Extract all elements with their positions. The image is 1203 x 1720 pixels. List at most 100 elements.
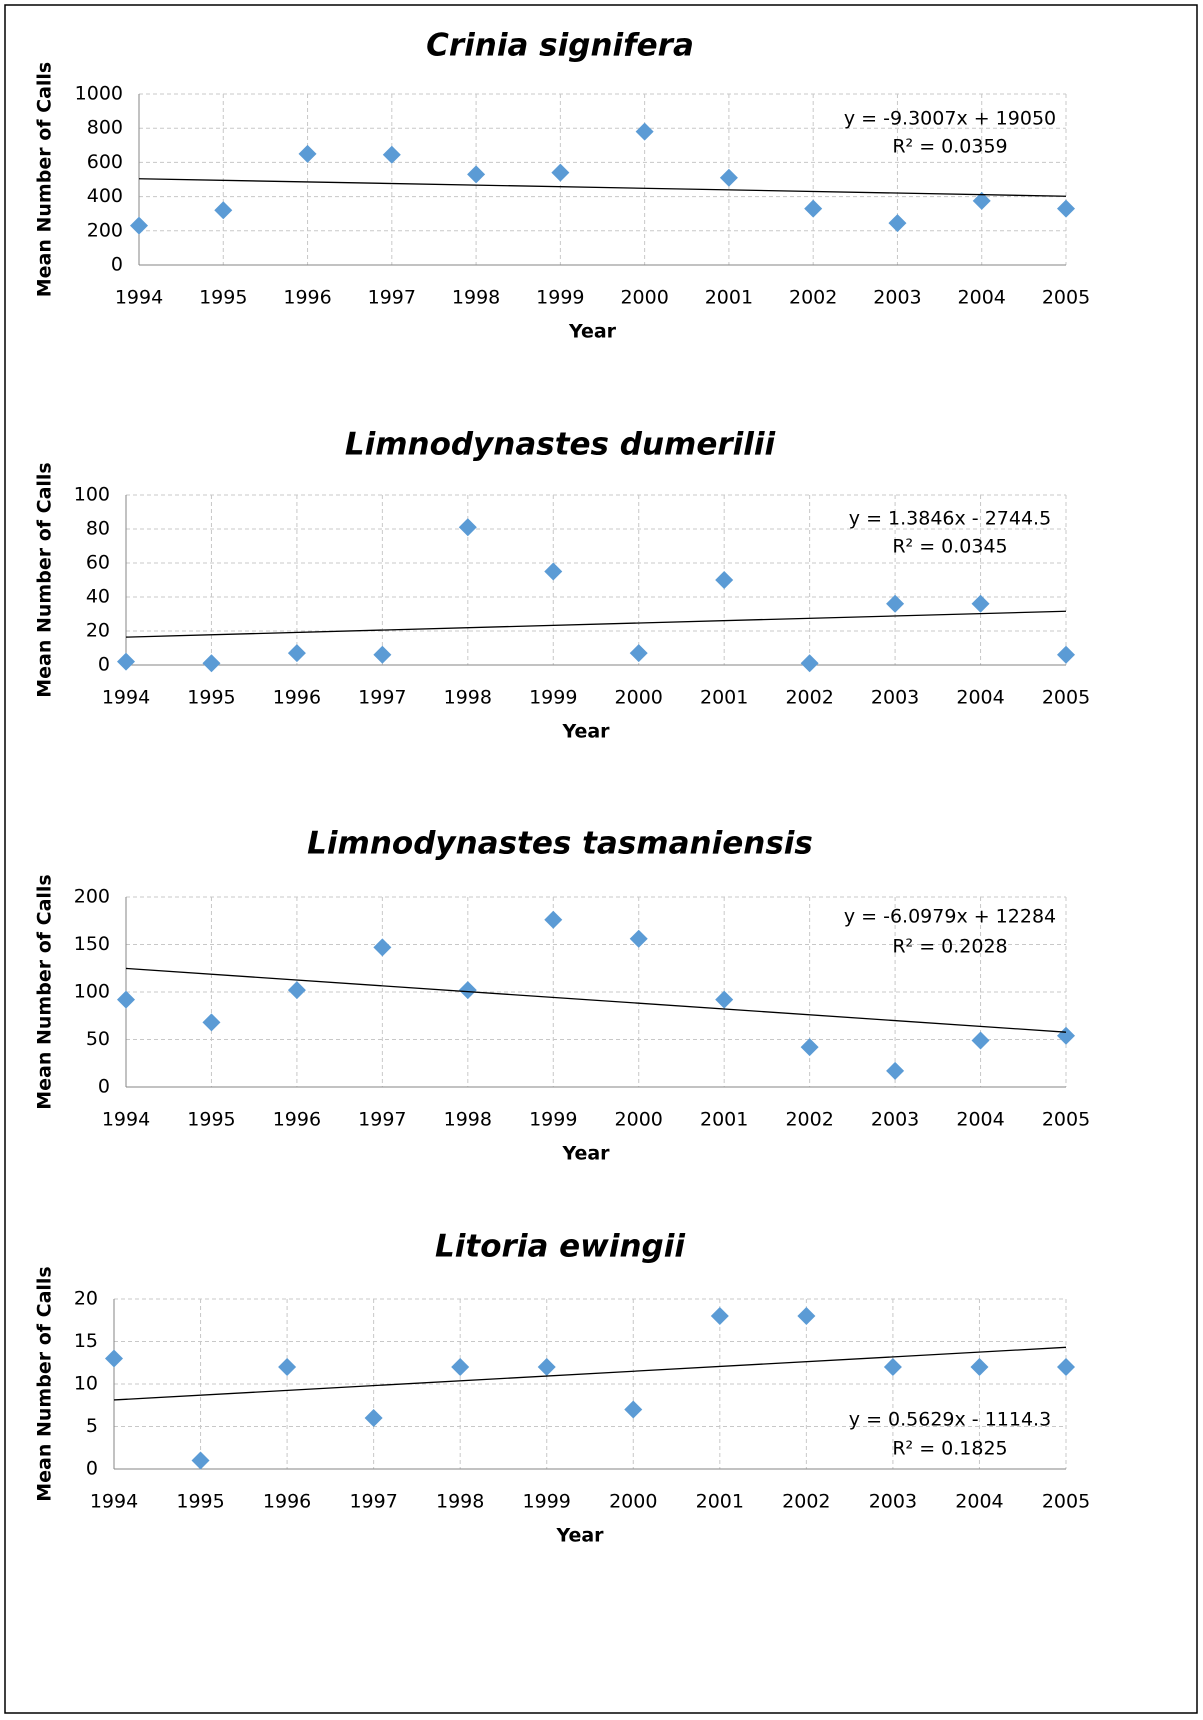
x-tick-label: 2002 bbox=[782, 1491, 830, 1513]
marker bbox=[797, 1307, 816, 1325]
x-tick-label: 1995 bbox=[176, 1491, 224, 1513]
x-tick-label: 2001 bbox=[696, 1491, 744, 1513]
marker bbox=[624, 1400, 643, 1419]
x-tick-label: 1995 bbox=[199, 287, 247, 309]
trendline-equation: y = -9.3007x + 19050 bbox=[844, 108, 1056, 130]
y-tick-label: 600 bbox=[87, 151, 123, 173]
x-tick-label: 1997 bbox=[349, 1491, 397, 1513]
marker bbox=[888, 214, 907, 233]
marker bbox=[800, 1038, 819, 1057]
y-tick-label: 0 bbox=[86, 1458, 98, 1480]
y-tick-label: 80 bbox=[86, 518, 110, 540]
marker bbox=[458, 981, 477, 1000]
trendline-r2: R² = 0.1825 bbox=[892, 1438, 1007, 1460]
y-tick-label: 20 bbox=[74, 1288, 98, 1310]
marker bbox=[971, 1031, 990, 1050]
x-tick-label: 1998 bbox=[444, 687, 492, 709]
marker bbox=[202, 1013, 221, 1032]
x-tick-label: 1994 bbox=[102, 687, 150, 709]
y-tick-label: 40 bbox=[86, 586, 110, 608]
marker bbox=[1057, 1026, 1075, 1045]
marker bbox=[117, 652, 135, 671]
x-tick-label: 2004 bbox=[956, 1109, 1004, 1131]
marker bbox=[629, 929, 648, 948]
y-tick-label: 1000 bbox=[75, 83, 123, 105]
x-axis-title: Year bbox=[561, 1143, 610, 1165]
marker bbox=[287, 644, 306, 663]
y-tick-label: 0 bbox=[98, 654, 110, 676]
x-tick-label: 2003 bbox=[873, 287, 921, 309]
x-tick-label: 1998 bbox=[444, 1109, 492, 1131]
marker bbox=[551, 163, 570, 182]
marker bbox=[1057, 199, 1075, 218]
x-tick-label: 1999 bbox=[523, 1491, 571, 1513]
marker bbox=[298, 144, 317, 163]
x-tick-label: 2004 bbox=[958, 287, 1006, 309]
x-tick-label: 2003 bbox=[871, 1109, 919, 1131]
x-tick-label: 1995 bbox=[187, 1109, 235, 1131]
y-tick-label: 100 bbox=[74, 981, 110, 1003]
x-tick-label: 2002 bbox=[785, 687, 833, 709]
x-tick-label: 2005 bbox=[1042, 1491, 1090, 1513]
x-tick-label: 1995 bbox=[187, 687, 235, 709]
x-axis-title: Year bbox=[555, 1525, 604, 1547]
x-tick-label: 2005 bbox=[1042, 287, 1090, 309]
chart-title: Crinia signifera bbox=[426, 28, 694, 64]
y-tick-label: 10 bbox=[74, 1373, 98, 1395]
x-tick-label: 1994 bbox=[90, 1491, 138, 1513]
y-tick-label: 800 bbox=[87, 117, 123, 139]
marker bbox=[105, 1349, 123, 1368]
chart-title: Limnodynastes tasmaniensis bbox=[307, 826, 813, 862]
marker bbox=[1057, 1358, 1075, 1376]
y-axis-title: Mean Number of Calls bbox=[34, 1266, 56, 1502]
x-tick-label: 2005 bbox=[1042, 687, 1090, 709]
x-tick-label: 2001 bbox=[700, 687, 748, 709]
marker bbox=[970, 1358, 989, 1376]
marker bbox=[804, 199, 823, 218]
x-tick-label: 1994 bbox=[102, 1109, 150, 1131]
x-tick-label: 2005 bbox=[1042, 1109, 1090, 1131]
trendline-equation: y = 1.3846x - 2744.5 bbox=[849, 508, 1051, 530]
x-tick-label: 1998 bbox=[452, 287, 500, 309]
marker bbox=[635, 122, 654, 141]
chart-title: Limnodynastes dumerilii bbox=[345, 427, 776, 463]
x-axis-title: Year bbox=[568, 321, 617, 343]
x-tick-label: 1999 bbox=[529, 1109, 577, 1131]
trendline-equation: y = -6.0979x + 12284 bbox=[844, 906, 1056, 928]
marker bbox=[710, 1307, 729, 1325]
marker bbox=[278, 1358, 297, 1376]
x-tick-label: 1997 bbox=[368, 287, 416, 309]
x-tick-label: 1997 bbox=[358, 1109, 406, 1131]
x-tick-label: 2000 bbox=[609, 1491, 657, 1513]
marker bbox=[373, 645, 392, 664]
marker bbox=[382, 145, 401, 164]
marker bbox=[1057, 645, 1075, 664]
marker bbox=[451, 1358, 470, 1376]
marker bbox=[715, 990, 734, 1009]
x-tick-label: 2001 bbox=[700, 1109, 748, 1131]
y-axis-title: Mean Number of Calls bbox=[34, 874, 56, 1110]
x-tick-label: 2002 bbox=[785, 1109, 833, 1131]
x-tick-label: 2004 bbox=[956, 687, 1004, 709]
trendline-r2: R² = 0.0345 bbox=[892, 536, 1007, 558]
trendline bbox=[125, 610, 1067, 638]
y-tick-label: 15 bbox=[74, 1330, 98, 1352]
y-axis-title: Mean Number of Calls bbox=[34, 62, 56, 298]
y-tick-label: 0 bbox=[111, 254, 123, 276]
y-tick-label: 20 bbox=[86, 620, 110, 642]
marker bbox=[214, 201, 233, 220]
marker bbox=[117, 990, 135, 1009]
marker bbox=[544, 910, 563, 929]
y-tick-label: 200 bbox=[74, 886, 110, 908]
x-tick-label: 2000 bbox=[615, 1109, 663, 1131]
x-tick-label: 1999 bbox=[536, 287, 584, 309]
x-tick-label: 1998 bbox=[436, 1491, 484, 1513]
marker bbox=[467, 165, 486, 184]
x-tick-label: 2000 bbox=[620, 287, 668, 309]
y-tick-label: 150 bbox=[74, 933, 110, 955]
trendline-equation: y = 0.5629x - 1114.3 bbox=[849, 1409, 1051, 1431]
marker bbox=[364, 1409, 383, 1427]
x-tick-label: 2002 bbox=[789, 287, 837, 309]
